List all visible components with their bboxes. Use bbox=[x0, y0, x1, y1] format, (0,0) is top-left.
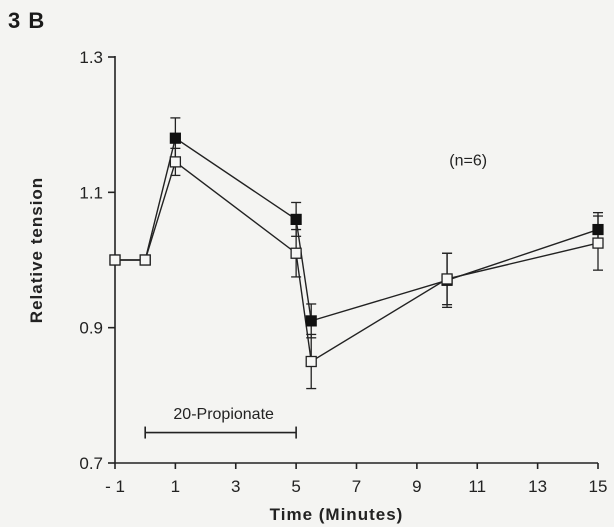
series-2-point bbox=[169, 156, 182, 168]
x-tick-label: 7 bbox=[352, 477, 361, 496]
x-tick-label: 9 bbox=[412, 477, 421, 496]
series-1-point bbox=[592, 223, 604, 236]
series-2-line bbox=[115, 160, 599, 363]
series-2-point bbox=[592, 237, 604, 249]
y-tick-label: 1.3 bbox=[79, 48, 103, 67]
series-2-point bbox=[305, 355, 317, 368]
series-2-point bbox=[290, 247, 302, 259]
series-1-line bbox=[115, 137, 599, 322]
panel-label: 3 B bbox=[8, 8, 46, 33]
sample-size-annotation: (n=6) bbox=[449, 152, 487, 169]
x-tick-label: 5 bbox=[291, 477, 300, 496]
x-tick-label: 11 bbox=[468, 477, 486, 496]
x-tick-label: 3 bbox=[231, 477, 240, 496]
series-1-point bbox=[305, 315, 317, 327]
series-2-point bbox=[139, 254, 151, 266]
series-1-point bbox=[169, 132, 181, 144]
y-tick-label: 0.9 bbox=[79, 319, 103, 338]
y-axis-label: Relative tension bbox=[27, 177, 46, 323]
treatment-label: 20-Propionate bbox=[173, 406, 274, 423]
x-tick-label: 15 bbox=[589, 477, 608, 496]
x-tick-label: - 1 bbox=[105, 477, 125, 496]
series-2-point bbox=[441, 273, 453, 285]
series-2-point bbox=[109, 254, 121, 266]
series-1-point bbox=[290, 213, 302, 225]
x-tick-label: 13 bbox=[528, 477, 547, 496]
x-axis-label: Time (Minutes) bbox=[270, 505, 404, 524]
y-tick-label: 0.7 bbox=[79, 454, 103, 473]
y-tick-label: 1.1 bbox=[79, 183, 103, 202]
x-tick-label: 1 bbox=[171, 477, 180, 496]
